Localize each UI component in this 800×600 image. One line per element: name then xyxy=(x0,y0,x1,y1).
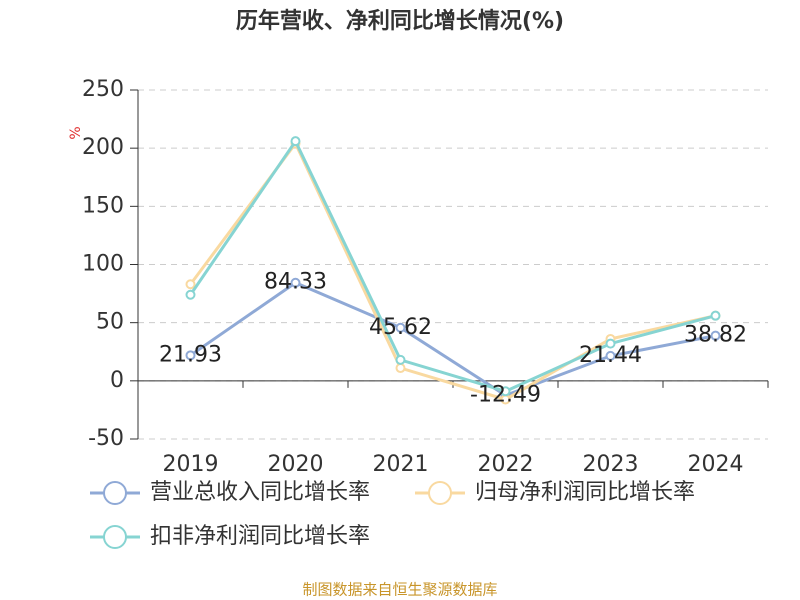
legend-label: 归母净利润同比增长率 xyxy=(475,480,695,505)
y-tick-label: 150 xyxy=(82,193,124,218)
source-note: 制图数据来自恒生聚源数据库 xyxy=(302,581,497,599)
data-label: 84.33 xyxy=(264,270,327,295)
data-point xyxy=(500,386,511,397)
data-label: 38.82 xyxy=(684,323,747,348)
data-point xyxy=(185,350,196,361)
x-tick-label: 2023 xyxy=(583,452,639,477)
legend-label: 营业总收入同比增长率 xyxy=(150,480,370,505)
data-point xyxy=(395,354,406,365)
legend-marker xyxy=(428,481,452,505)
legend-label: 扣非净利润同比增长率 xyxy=(150,524,370,549)
legend-marker xyxy=(103,481,127,505)
series-line xyxy=(189,281,716,398)
data-label: 45.62 xyxy=(369,315,432,340)
data-label: -12.49 xyxy=(470,382,541,407)
y-tick-label: 200 xyxy=(82,135,124,160)
y-tick-label: 250 xyxy=(82,77,124,102)
data-point xyxy=(395,363,406,374)
chart-title: 历年营收、净利同比增长情况(%) xyxy=(236,8,564,34)
y-tick-label: 100 xyxy=(82,252,124,277)
data-point xyxy=(605,350,616,361)
data-label: 21.44 xyxy=(579,343,642,368)
data-point xyxy=(710,330,721,341)
x-tick-label: 2022 xyxy=(478,452,534,477)
y-tick-label: 0 xyxy=(110,368,124,393)
y-tick-label: 50 xyxy=(96,310,124,335)
data-point xyxy=(395,322,406,333)
x-tick-label: 2021 xyxy=(373,452,429,477)
data-point xyxy=(290,277,301,288)
x-tick-label: 2024 xyxy=(688,452,744,477)
data-point xyxy=(605,338,616,349)
data-point xyxy=(185,279,196,290)
y-tick-label: -50 xyxy=(88,426,124,451)
data-point xyxy=(710,310,721,321)
y-unit: % xyxy=(68,126,84,139)
series-line xyxy=(189,138,716,393)
x-tick-label: 2020 xyxy=(268,452,324,477)
data-point xyxy=(290,136,301,147)
legend-marker xyxy=(103,525,127,549)
data-label: 21.93 xyxy=(159,342,222,367)
data-point xyxy=(185,289,196,300)
x-tick-label: 2019 xyxy=(163,452,219,477)
